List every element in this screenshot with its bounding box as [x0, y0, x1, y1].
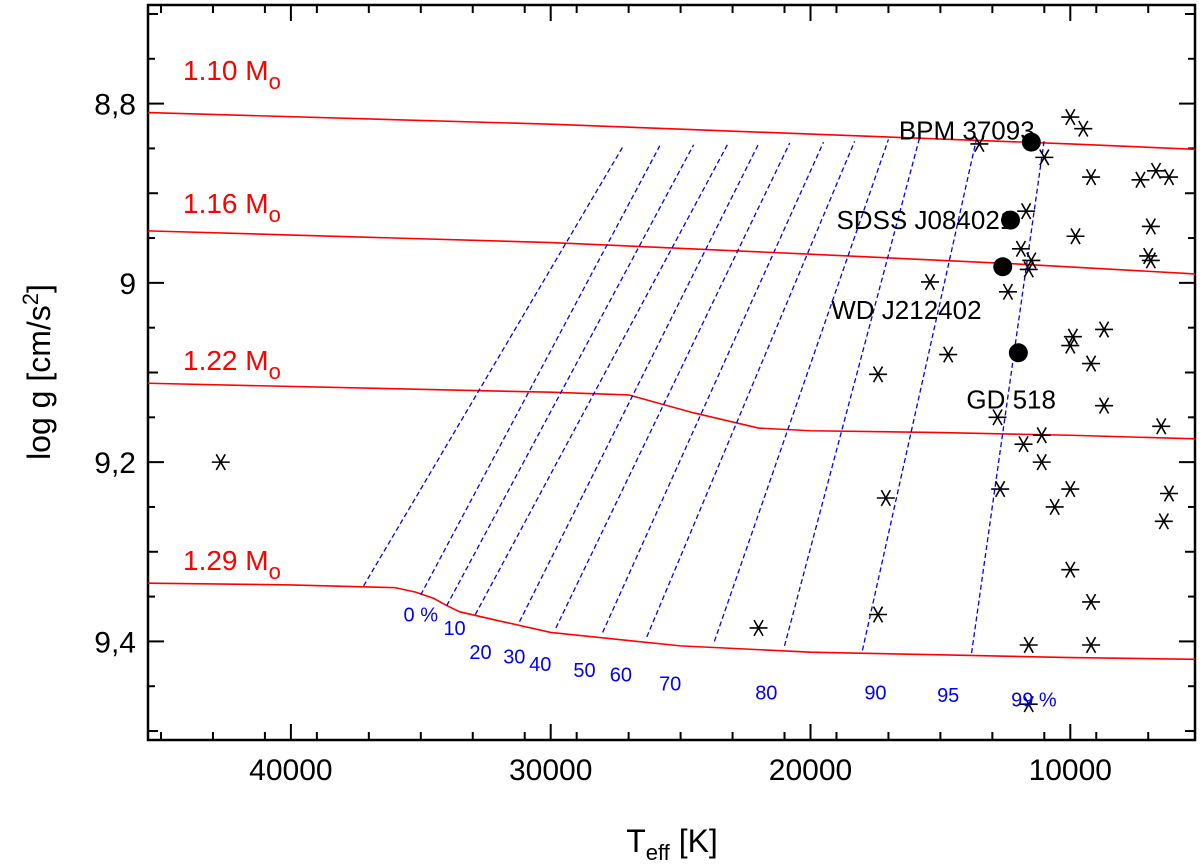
named-star-point	[1001, 210, 1021, 230]
star-marker	[1131, 171, 1150, 189]
star-marker	[1019, 261, 1038, 278]
star-marker	[921, 273, 940, 291]
plot-frame	[146, 3, 1197, 742]
star-marker	[1045, 498, 1064, 516]
mass-track-label: 1.10 Mo	[183, 55, 281, 94]
crystallization-label: 60	[610, 665, 632, 687]
mass-track-label: 1.22 Mo	[183, 345, 281, 384]
mass-track-label: 1.16 Mo	[183, 188, 281, 227]
star-marker	[211, 453, 230, 471]
star-marker	[1035, 149, 1054, 166]
y-tick-label: 9,2	[94, 447, 136, 480]
star-marker	[1141, 218, 1160, 235]
star-marker	[1032, 427, 1051, 444]
crystallization-label: 40	[529, 654, 551, 676]
y-tick-label: 9,4	[94, 626, 136, 659]
star-marker	[1011, 240, 1030, 258]
annotations: 1.10 Mo 1.16 Mo 1.22 Mo 1.29 Mo BPM 37093 SDS…	[183, 55, 1057, 712]
star-marker	[939, 346, 958, 363]
star-marker	[1061, 480, 1080, 498]
star-marker	[998, 283, 1017, 301]
mass-track-line	[148, 111, 1195, 151]
star-marker	[1063, 328, 1082, 345]
star-marker	[869, 606, 888, 623]
x-tick-label: 20000	[769, 754, 852, 787]
crystallization-label: 80	[755, 682, 777, 704]
x-tick-label: 30000	[509, 754, 592, 787]
star-marker	[1160, 485, 1179, 502]
named-star-label: WD J212402	[831, 295, 981, 325]
crystallization-line	[602, 141, 825, 633]
star-marker	[1095, 321, 1114, 338]
star-marker	[1160, 168, 1179, 186]
star-marker	[1152, 418, 1171, 435]
star-marker	[1032, 453, 1051, 471]
star-marker	[1066, 228, 1085, 245]
star-marker	[1074, 120, 1093, 137]
y-tick-label: 8,8	[94, 89, 136, 122]
x-tick-labels: 40000 30000 20000 10000	[249, 754, 1112, 787]
crystallization-line	[518, 143, 760, 622]
crystallization-label: 90	[864, 682, 886, 704]
crystallization-line	[420, 145, 661, 596]
x-tick-label: 40000	[249, 754, 332, 787]
star-marker	[1147, 162, 1166, 180]
star-marker	[1141, 252, 1160, 269]
star-marker	[970, 135, 989, 153]
star-marker	[1061, 108, 1080, 126]
crystallization-label: 30	[503, 647, 525, 669]
crystallization-label: 10	[443, 618, 465, 640]
crystallization-line	[970, 139, 1045, 654]
star-marker	[876, 489, 895, 507]
star-marker	[991, 480, 1010, 498]
star-marker	[1022, 252, 1041, 269]
x-axis-title: Teff [K]	[626, 823, 718, 865]
star-marker	[988, 409, 1007, 426]
crystallization-label: 0 %	[404, 605, 439, 627]
star-marker	[1061, 561, 1080, 578]
named-star-label: GD 518	[966, 384, 1056, 414]
plot-area	[148, 108, 1195, 713]
crystallization-label: 50	[573, 660, 595, 682]
star-marker	[1154, 513, 1173, 530]
crystallization-line	[713, 139, 890, 642]
star-marker	[1019, 695, 1038, 713]
star-marker	[1014, 435, 1033, 453]
crystallization-label: 20	[469, 642, 491, 664]
axis-ticks	[148, 5, 1195, 740]
named-star-label: BPM 37093	[899, 115, 1035, 145]
mass-track-line	[148, 230, 1195, 275]
star-marker	[1082, 168, 1101, 186]
y-tick-label: 9	[119, 268, 136, 301]
star-marker	[1082, 593, 1101, 611]
named-star-point	[1008, 343, 1028, 363]
star-marker	[1017, 202, 1036, 220]
named-star-point	[993, 257, 1013, 277]
crystallization-label: 99 %	[1011, 690, 1057, 712]
named-star-label: SDSS J084021	[836, 205, 1014, 235]
star-marker	[1082, 355, 1101, 372]
crystallization-line	[555, 142, 791, 629]
mass-track-line	[148, 382, 1195, 440]
crystallization-label: 95	[937, 685, 959, 707]
crystallization-line	[474, 144, 728, 615]
star-marker	[1019, 636, 1038, 654]
y-tick-labels: 8,8 9 9,2 9,4	[94, 89, 136, 660]
star-marker	[1061, 337, 1080, 354]
x-tick-label: 10000	[1029, 754, 1112, 787]
star-marker	[869, 366, 888, 383]
crystallization-line	[446, 144, 695, 606]
crystallization-line	[646, 140, 856, 638]
star-marker	[749, 619, 768, 637]
crystallization-label: 70	[659, 674, 681, 696]
star-marker	[1082, 636, 1101, 654]
mass-track-label: 1.29 Mo	[183, 545, 281, 584]
star-marker	[1095, 397, 1114, 414]
mass-track-line	[148, 582, 1195, 661]
named-star-point	[1021, 132, 1041, 152]
crystallization-line	[363, 145, 624, 587]
y-axis-title: log g [cm/s2]	[18, 284, 57, 460]
